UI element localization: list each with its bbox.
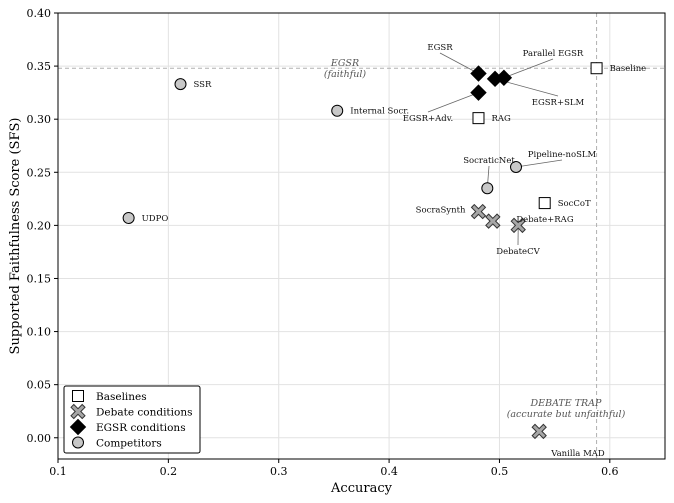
y-tick-label: 0.20 xyxy=(27,219,52,232)
data-point xyxy=(470,203,487,220)
data-point xyxy=(331,104,344,117)
x-tick-label: 0.4 xyxy=(380,465,398,478)
point-labels: Baseline RAG SocCoT SocraSynth Debate+RAG Deb… xyxy=(142,43,647,459)
point-label: EGSR+SLM xyxy=(532,98,585,108)
point-label: EGSR+Adv. xyxy=(403,114,453,124)
data-point xyxy=(538,197,551,210)
legend-label: Competitors xyxy=(96,438,162,450)
y-tick-label: 0.00 xyxy=(27,432,52,445)
annotation-debate-trap-title: DEBATE TRAP xyxy=(530,398,603,409)
leader-line xyxy=(503,58,554,79)
grid xyxy=(57,12,665,459)
data-point xyxy=(486,70,504,88)
point-label: SocCoT xyxy=(558,199,591,209)
plot-frame xyxy=(57,12,666,460)
data-point xyxy=(590,62,603,75)
data-point xyxy=(174,78,187,91)
y-axis-title: Supported Faithfulness Score (SFS) xyxy=(8,118,23,355)
legend-label: Debate conditions xyxy=(96,407,192,419)
point-label: RAG xyxy=(491,114,511,124)
data-point xyxy=(510,217,526,234)
data-point xyxy=(470,65,487,82)
data-point xyxy=(531,423,547,440)
annotation-egsr-title: EGSR xyxy=(330,58,359,69)
x-tick-label: 0.6 xyxy=(601,465,619,478)
legend-marker xyxy=(72,436,84,449)
legend-marker xyxy=(72,390,84,402)
point-label: Pipeline-noSLM xyxy=(528,150,597,160)
legend-label: EGSR conditions xyxy=(96,422,186,434)
legend-marker xyxy=(69,418,87,436)
annotation-debate-trap-subtitle: (accurate but unfaithful) xyxy=(507,409,626,420)
point-label: Baseline xyxy=(610,64,647,74)
reference-lines xyxy=(58,13,665,459)
data-point xyxy=(481,182,494,195)
x-axis-title: Accuracy xyxy=(330,481,393,496)
data-point xyxy=(510,160,523,173)
point-label: EGSR xyxy=(427,43,453,53)
y-tick-label: 0.10 xyxy=(27,326,52,339)
y-tick-label: 0.40 xyxy=(27,7,52,20)
point-label: DebateCV xyxy=(496,247,540,257)
point-label: UDPO xyxy=(142,214,169,224)
leader-line xyxy=(439,52,479,74)
point-label: SSR xyxy=(194,80,212,90)
legend-box xyxy=(63,385,201,454)
annotation-egsr-subtitle: (faithful) xyxy=(324,69,367,80)
leader-lines xyxy=(427,52,563,246)
legend-marker xyxy=(70,403,86,420)
x-tick-label: 0.3 xyxy=(270,465,288,478)
data-points xyxy=(122,62,603,440)
leader-line xyxy=(515,159,563,168)
data-point xyxy=(472,112,485,125)
legend-label: Baselines xyxy=(96,391,147,403)
data-point xyxy=(470,84,487,101)
leader-line xyxy=(427,92,479,113)
y-tick-label: 0.35 xyxy=(27,60,52,73)
legend: Baselines Debate conditions EGSR condition… xyxy=(63,385,201,454)
point-label: SocraSynth xyxy=(416,206,466,216)
x-tick-label: 0.2 xyxy=(160,465,178,478)
y-tick-label: 0.15 xyxy=(27,272,52,285)
y-tick-label: 0.05 xyxy=(27,379,52,392)
point-label: Internal Socr. xyxy=(350,107,409,117)
y-tick-label: 0.30 xyxy=(27,113,52,126)
data-point xyxy=(485,213,501,229)
data-point xyxy=(122,211,135,224)
point-label: Parallel EGSR xyxy=(523,49,584,59)
y-tick-label: 0.25 xyxy=(27,166,52,179)
point-label: Vanilla MAD xyxy=(550,449,605,459)
x-tick-label: 0.5 xyxy=(491,465,509,478)
x-tick-label: 0.1 xyxy=(49,465,67,478)
axis-ticks: 0.1 0.2 0.3 0.4 0.5 0.6 0.00 0.05 0.10 0.15 0.20 0.… xyxy=(27,7,619,478)
point-label: SocraticNet xyxy=(463,156,515,166)
point-label: Debate+RAG xyxy=(516,215,573,225)
